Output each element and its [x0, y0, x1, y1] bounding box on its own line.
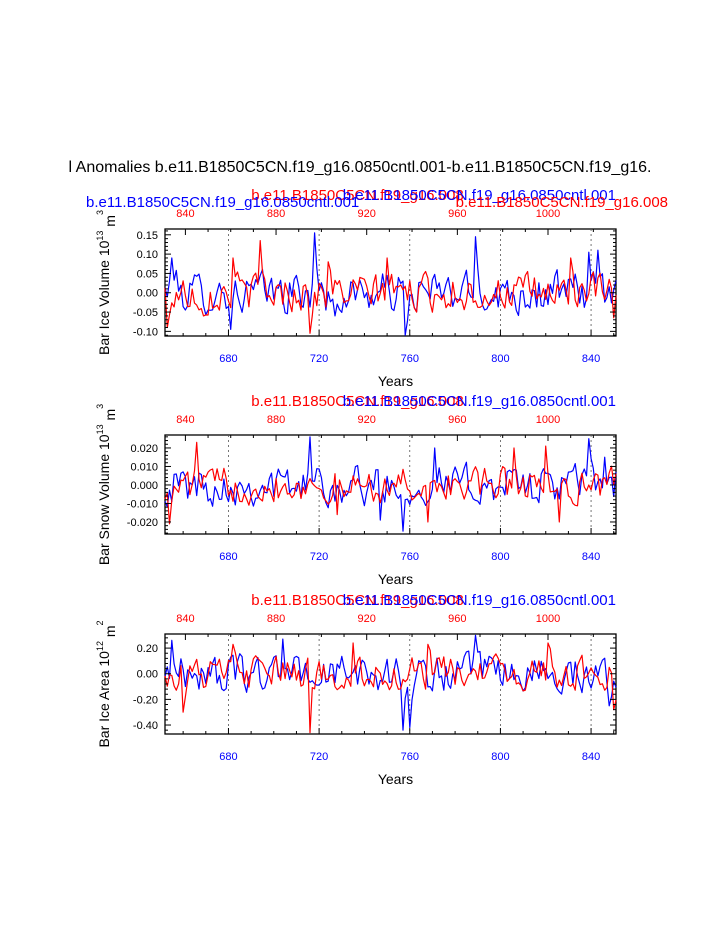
x-axis-label: Years: [378, 571, 413, 587]
series-title-red: b.e11.B1850C5CN.f19_g16.008: [251, 393, 463, 410]
series-title-blue: b.e11.B1850C5CN.f19_g16.0850cntl.001: [343, 187, 616, 204]
y-tick-label: -0.40: [133, 720, 158, 732]
x-bottom-tick-label: 680: [219, 751, 237, 763]
y-axis-label: Bar Ice Area 1012 m2: [95, 620, 118, 747]
y-tick-label: 0.10: [137, 249, 158, 261]
x-top-tick-label: 920: [358, 414, 376, 426]
x-bottom-tick-label: 840: [582, 751, 600, 763]
x-top-tick-label: 1000: [536, 414, 560, 426]
x-axis-label: Years: [378, 771, 413, 787]
y-axis-label-part: 2: [95, 620, 105, 625]
x-bottom-tick-label: 720: [310, 751, 328, 763]
x-bottom-tick-label: 840: [582, 353, 600, 365]
series-line-blue: [164, 436, 617, 532]
series-title-blue: b.e11.B1850C5CN.f19_g16.0850cntl.001: [86, 194, 359, 211]
y-tick-label: -0.05: [133, 307, 158, 319]
series-title-red: b.e11.B1850C5CN.f19_g16.008: [251, 592, 463, 609]
x-bottom-tick-label: 800: [491, 353, 509, 365]
y-axis-label: Bar Ice Volume 1013 m3: [95, 210, 118, 355]
y-axis-label: Bar Snow Volume 1013 m3: [95, 404, 118, 565]
y-axis-label-part: m: [102, 215, 118, 231]
x-top-tick-label: 840: [176, 414, 194, 426]
x-top-tick-label: 920: [358, 208, 376, 220]
x-top-tick-label: 840: [176, 613, 194, 625]
x-bottom-tick-label: 760: [401, 353, 419, 365]
y-tick-label: -0.010: [127, 498, 158, 510]
x-top-tick-label: 840: [176, 208, 194, 220]
y-axis-label-part: 12: [95, 641, 105, 651]
x-top-tick-label: 960: [448, 414, 466, 426]
chart-panel-1: -0.10 -0.05 0.00 0.05 0.10 0.15 680 720 760 800 84…: [86, 187, 668, 389]
x-bottom-tick-label: 680: [219, 551, 237, 563]
x-top-tick-label: 960: [448, 613, 466, 625]
y-axis-label-part: 13: [95, 424, 105, 434]
y-axis-label-part: 13: [95, 231, 105, 241]
x-top-tick-label: 920: [358, 613, 376, 625]
x-bottom-tick-label: 720: [310, 353, 328, 365]
y-axis-label-part: 3: [95, 404, 105, 409]
y-tick-label: 0.000: [130, 480, 158, 492]
y-tick-label: 0.05: [137, 268, 158, 280]
x-bottom-tick-label: 760: [401, 551, 419, 563]
y-tick-label: 0.15: [137, 230, 158, 242]
y-tick-label: 0.00: [137, 288, 158, 300]
series-title-blue: b.e11.B1850C5CN.f19_g16.0850cntl.001: [343, 592, 616, 609]
y-axis-label-part: Bar Snow Volume 10: [96, 434, 112, 565]
y-axis-label-part: Bar Ice Volume 10: [96, 240, 112, 355]
y-tick-label: 0.20: [137, 643, 158, 655]
x-top-tick-label: 880: [267, 414, 285, 426]
y-tick-label: -0.020: [127, 517, 158, 529]
x-top-tick-label: 960: [448, 208, 466, 220]
x-top-tick-label: 1000: [536, 208, 560, 220]
y-tick-label: -0.10: [133, 326, 158, 338]
x-top-tick-label: 880: [267, 613, 285, 625]
y-axis-label-part: 3: [95, 210, 105, 215]
y-tick-label: 0.020: [130, 443, 158, 455]
series-line-red: [164, 240, 617, 334]
x-bottom-tick-label: 800: [491, 751, 509, 763]
x-top-tick-label: 880: [267, 208, 285, 220]
x-top-tick-label: 1000: [536, 613, 560, 625]
x-bottom-tick-label: 680: [219, 353, 237, 365]
x-bottom-tick-label: 840: [582, 551, 600, 563]
series-line-red: [164, 441, 617, 525]
y-axis-label-part: m: [102, 625, 118, 641]
x-bottom-tick-label: 800: [491, 551, 509, 563]
y-tick-label: 0.010: [130, 461, 158, 473]
y-tick-label: -0.20: [133, 694, 158, 706]
series-line-blue: [164, 232, 617, 336]
plot-frame: [164, 228, 617, 337]
chart-panel-3: -0.40 -0.20 0.00 0.20 680 720 760 800 840 840 880 9…: [95, 592, 617, 787]
chart-panel-2: -0.020 -0.010 0.000 0.010 0.020 680 720 760 800 8…: [95, 393, 617, 587]
y-axis-label-part: m: [102, 409, 118, 425]
x-bottom-tick-label: 720: [310, 551, 328, 563]
series-title-red: b.e11.B1850C5CN.f19_g16.008: [456, 194, 668, 211]
series-line-blue: [164, 634, 617, 731]
series-line-red: [164, 642, 617, 734]
y-tick-label: 0.00: [137, 669, 158, 681]
x-bottom-tick-label: 760: [401, 751, 419, 763]
figure-title: l Anomalies b.e11.B1850C5CN.f19_g16.0850…: [69, 159, 652, 176]
series-title-red: b.e11.B1850C5CN.f19_g16.008: [251, 187, 463, 204]
x-axis-label: Years: [378, 373, 413, 389]
series-title-blue: b.e11.B1850C5CN.f19_g16.0850cntl.001: [343, 393, 616, 410]
y-axis-label-part: Bar Ice Area 10: [96, 651, 112, 748]
